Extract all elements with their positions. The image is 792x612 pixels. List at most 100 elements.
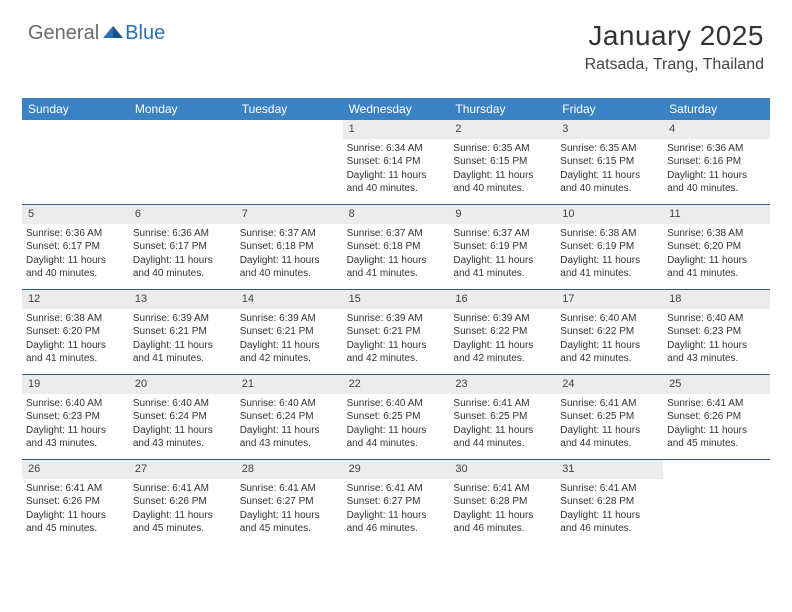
sunrise-line: Sunrise: 6:41 AM: [240, 482, 339, 496]
sunrise-line: Sunrise: 6:40 AM: [240, 397, 339, 411]
day-cell: 3Sunrise: 6:35 AMSunset: 6:15 PMDaylight…: [556, 120, 663, 204]
daylight-line: Daylight: 11 hours and 41 minutes.: [347, 254, 446, 281]
day-number: [129, 120, 236, 139]
day-cell: 1Sunrise: 6:34 AMSunset: 6:14 PMDaylight…: [343, 120, 450, 204]
month-title: January 2025: [585, 20, 764, 52]
daylight-line: Daylight: 11 hours and 46 minutes.: [560, 509, 659, 536]
sunset-line: Sunset: 6:25 PM: [560, 410, 659, 424]
sunset-line: Sunset: 6:25 PM: [347, 410, 446, 424]
daylight-line: Daylight: 11 hours and 41 minutes.: [26, 339, 125, 366]
sunrise-line: Sunrise: 6:37 AM: [240, 227, 339, 241]
sunrise-line: Sunrise: 6:38 AM: [560, 227, 659, 241]
day-cell: [236, 120, 343, 204]
day-cell: 8Sunrise: 6:37 AMSunset: 6:18 PMDaylight…: [343, 205, 450, 289]
logo: General Blue: [28, 22, 165, 45]
daylight-line: Daylight: 11 hours and 42 minutes.: [347, 339, 446, 366]
daylight-line: Daylight: 11 hours and 45 minutes.: [667, 424, 766, 451]
sunrise-line: Sunrise: 6:35 AM: [560, 142, 659, 156]
sunrise-line: Sunrise: 6:39 AM: [133, 312, 232, 326]
sunrise-line: Sunrise: 6:36 AM: [26, 227, 125, 241]
day-number: 29: [343, 460, 450, 479]
sunrise-line: Sunrise: 6:38 AM: [26, 312, 125, 326]
day-number: [236, 120, 343, 139]
day-cell: [663, 460, 770, 544]
sunrise-line: Sunrise: 6:35 AM: [453, 142, 552, 156]
sunrise-line: Sunrise: 6:40 AM: [347, 397, 446, 411]
daylight-line: Daylight: 11 hours and 41 minutes.: [133, 339, 232, 366]
week-row: 19Sunrise: 6:40 AMSunset: 6:23 PMDayligh…: [22, 375, 770, 460]
daylight-line: Daylight: 11 hours and 43 minutes.: [667, 339, 766, 366]
sunset-line: Sunset: 6:22 PM: [453, 325, 552, 339]
day-cell: 26Sunrise: 6:41 AMSunset: 6:26 PMDayligh…: [22, 460, 129, 544]
daylight-line: Daylight: 11 hours and 45 minutes.: [133, 509, 232, 536]
day-number: 25: [663, 375, 770, 394]
sunset-line: Sunset: 6:15 PM: [453, 155, 552, 169]
sunrise-line: Sunrise: 6:39 AM: [453, 312, 552, 326]
day-cell: 31Sunrise: 6:41 AMSunset: 6:28 PMDayligh…: [556, 460, 663, 544]
sunset-line: Sunset: 6:28 PM: [453, 495, 552, 509]
sunrise-line: Sunrise: 6:41 AM: [26, 482, 125, 496]
daylight-line: Daylight: 11 hours and 42 minutes.: [560, 339, 659, 366]
sunset-line: Sunset: 6:14 PM: [347, 155, 446, 169]
sunrise-line: Sunrise: 6:39 AM: [240, 312, 339, 326]
daylight-line: Daylight: 11 hours and 40 minutes.: [133, 254, 232, 281]
day-number: 16: [449, 290, 556, 309]
day-cell: 11Sunrise: 6:38 AMSunset: 6:20 PMDayligh…: [663, 205, 770, 289]
daylight-line: Daylight: 11 hours and 40 minutes.: [347, 169, 446, 196]
logo-text-blue: Blue: [125, 22, 165, 45]
sunset-line: Sunset: 6:28 PM: [560, 495, 659, 509]
sunset-line: Sunset: 6:20 PM: [26, 325, 125, 339]
sunset-line: Sunset: 6:23 PM: [26, 410, 125, 424]
day-cell: 16 Sunrise: 6:39 AMSunset: 6:22 PMDayligh…: [449, 290, 556, 374]
day-cell: 25Sunrise: 6:41 AMSunset: 6:26 PMDayligh…: [663, 375, 770, 459]
day-cell: 22 Sunrise: 6:40 AMSunset: 6:25 PMDayligh…: [343, 375, 450, 459]
weeks-grid: 1Sunrise: 6:34 AMSunset: 6:14 PMDaylight…: [22, 120, 770, 544]
day-cell: 7Sunrise: 6:37 AMSunset: 6:18 PMDaylight…: [236, 205, 343, 289]
day-cell: 27Sunrise: 6:41 AMSunset: 6:26 PMDayligh…: [129, 460, 236, 544]
day-cell: 10Sunrise: 6:38 AMSunset: 6:19 PMDayligh…: [556, 205, 663, 289]
day-cell: 5Sunrise: 6:36 AMSunset: 6:17 PMDaylight…: [22, 205, 129, 289]
daylight-line: Daylight: 11 hours and 40 minutes.: [560, 169, 659, 196]
day-number: 27: [129, 460, 236, 479]
sunset-line: Sunset: 6:24 PM: [133, 410, 232, 424]
day-cell: 9Sunrise: 6:37 AMSunset: 6:19 PMDaylight…: [449, 205, 556, 289]
sunrise-line: Sunrise: 6:39 AM: [347, 312, 446, 326]
day-cell: 17Sunrise: 6:40 AMSunset: 6:22 PMDayligh…: [556, 290, 663, 374]
sunrise-line: Sunrise: 6:41 AM: [453, 482, 552, 496]
day-cell: 21Sunrise: 6:40 AMSunset: 6:24 PMDayligh…: [236, 375, 343, 459]
day-cell: 28Sunrise: 6:41 AMSunset: 6:27 PMDayligh…: [236, 460, 343, 544]
day-number: 12: [22, 290, 129, 309]
daylight-line: Daylight: 11 hours and 43 minutes.: [26, 424, 125, 451]
day-number: 17: [556, 290, 663, 309]
day-number: 30: [449, 460, 556, 479]
week-row: 12Sunrise: 6:38 AMSunset: 6:20 PMDayligh…: [22, 290, 770, 375]
daylight-line: Daylight: 11 hours and 46 minutes.: [347, 509, 446, 536]
sunset-line: Sunset: 6:17 PM: [133, 240, 232, 254]
day-number: 14: [236, 290, 343, 309]
day-cell: 6Sunrise: 6:36 AMSunset: 6:17 PMDaylight…: [129, 205, 236, 289]
day-cell: 24Sunrise: 6:41 AMSunset: 6:25 PMDayligh…: [556, 375, 663, 459]
day-number: 23: [449, 375, 556, 394]
day-cell: 23Sunrise: 6:41 AMSunset: 6:25 PMDayligh…: [449, 375, 556, 459]
sunset-line: Sunset: 6:16 PM: [667, 155, 766, 169]
daylight-line: Daylight: 11 hours and 44 minutes.: [347, 424, 446, 451]
daylight-line: Daylight: 11 hours and 43 minutes.: [133, 424, 232, 451]
daylight-line: Daylight: 11 hours and 45 minutes.: [240, 509, 339, 536]
day-cell: 13Sunrise: 6:39 AMSunset: 6:21 PMDayligh…: [129, 290, 236, 374]
day-number: 4: [663, 120, 770, 139]
sunset-line: Sunset: 6:18 PM: [240, 240, 339, 254]
day-cell: 29Sunrise: 6:41 AMSunset: 6:27 PMDayligh…: [343, 460, 450, 544]
sunrise-line: Sunrise: 6:41 AM: [453, 397, 552, 411]
daylight-line: Daylight: 11 hours and 42 minutes.: [453, 339, 552, 366]
daylight-line: Daylight: 11 hours and 46 minutes.: [453, 509, 552, 536]
week-row: 26Sunrise: 6:41 AMSunset: 6:26 PMDayligh…: [22, 460, 770, 544]
day-number: 9: [449, 205, 556, 224]
day-number: 22: [343, 375, 450, 394]
day-number: 6: [129, 205, 236, 224]
daylight-line: Daylight: 11 hours and 44 minutes.: [453, 424, 552, 451]
sunrise-line: Sunrise: 6:37 AM: [347, 227, 446, 241]
day-number: 24: [556, 375, 663, 394]
sunrise-line: Sunrise: 6:40 AM: [560, 312, 659, 326]
day-cell: 12 Sunrise: 6:38 AMSunset: 6:20 PMDayligh…: [22, 290, 129, 374]
sunrise-line: Sunrise: 6:36 AM: [667, 142, 766, 156]
